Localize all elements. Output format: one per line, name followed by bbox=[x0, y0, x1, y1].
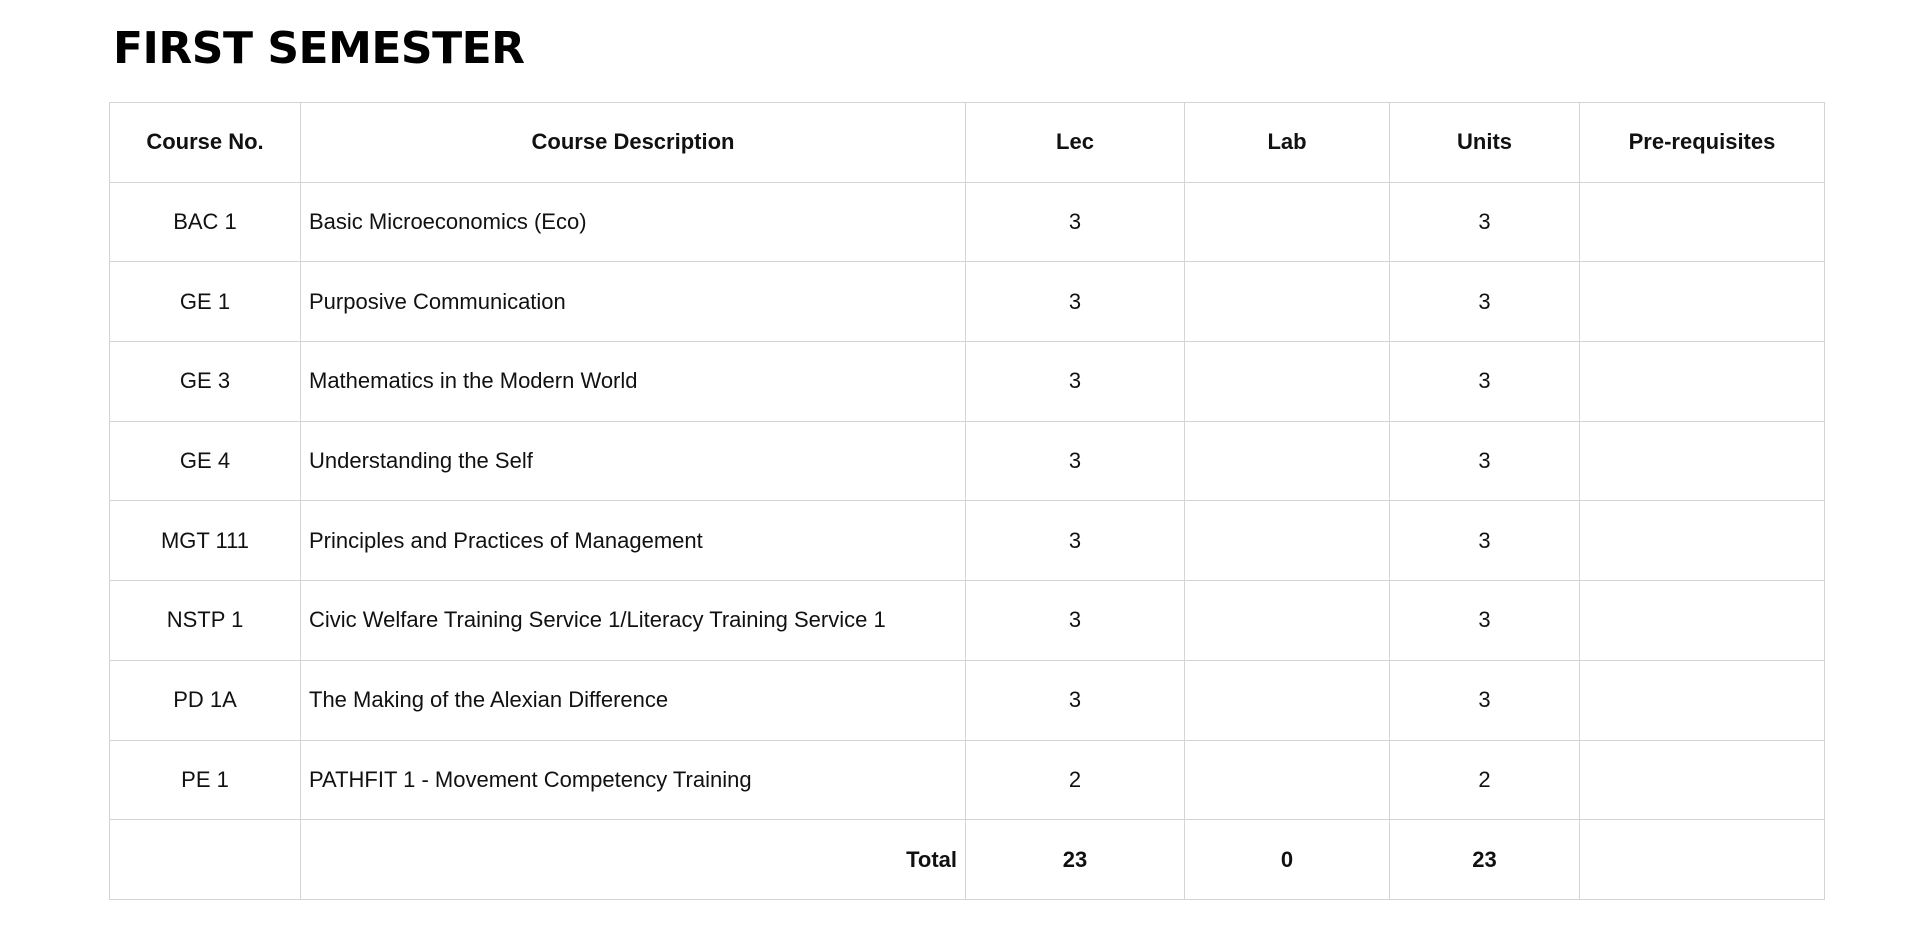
units-cell: 3 bbox=[1389, 181, 1580, 263]
units-cell: 3 bbox=[1389, 261, 1580, 343]
units-cell: 3 bbox=[1389, 420, 1580, 502]
lab-cell bbox=[1184, 341, 1390, 422]
table-row: BAC 1 Basic Microeconomics (Eco) 3 3 bbox=[109, 181, 1825, 263]
lec-cell: 3 bbox=[965, 580, 1185, 661]
course-no-cell: NSTP 1 bbox=[109, 580, 301, 661]
column-header-prerequisites: Pre-requisites bbox=[1579, 102, 1825, 183]
prerequisites-cell bbox=[1579, 500, 1825, 582]
course-no-cell: BAC 1 bbox=[109, 181, 301, 263]
prerequisites-cell bbox=[1579, 181, 1825, 263]
table-row: PD 1A The Making of the Alexian Differen… bbox=[109, 659, 1825, 741]
lec-cell: 3 bbox=[965, 659, 1185, 741]
lab-cell bbox=[1184, 420, 1390, 502]
course-no-cell: GE 3 bbox=[109, 341, 301, 422]
lec-cell: 3 bbox=[965, 181, 1185, 263]
course-description-cell: Mathematics in the Modern World bbox=[300, 341, 966, 422]
lec-cell: 3 bbox=[965, 261, 1185, 343]
column-header-lab: Lab bbox=[1184, 102, 1390, 183]
units-cell: 3 bbox=[1389, 500, 1580, 582]
table-header-row: Course No. Course Description Lec Lab Un… bbox=[109, 102, 1825, 183]
lab-cell bbox=[1184, 580, 1390, 661]
course-no-cell: GE 4 bbox=[109, 420, 301, 502]
table-row: NSTP 1 Civic Welfare Training Service 1/… bbox=[109, 580, 1825, 661]
total-label: Total bbox=[300, 819, 966, 900]
course-description-cell: Principles and Practices of Management bbox=[300, 500, 966, 582]
lec-cell: 3 bbox=[965, 420, 1185, 502]
course-description-cell: Basic Microeconomics (Eco) bbox=[300, 181, 966, 263]
course-description-cell: The Making of the Alexian Difference bbox=[300, 659, 966, 741]
table-row: MGT 111 Principles and Practices of Mana… bbox=[109, 500, 1825, 582]
units-cell: 2 bbox=[1389, 739, 1580, 821]
course-description-cell: Understanding the Self bbox=[300, 420, 966, 502]
lab-cell bbox=[1184, 500, 1390, 582]
table-row: PE 1 PATHFIT 1 - Movement Competency Tra… bbox=[109, 739, 1825, 821]
total-prerequisites-cell bbox=[1579, 819, 1825, 900]
prerequisites-cell bbox=[1579, 261, 1825, 343]
lab-cell bbox=[1184, 659, 1390, 741]
prerequisites-cell bbox=[1579, 659, 1825, 741]
lec-cell: 3 bbox=[965, 341, 1185, 422]
units-cell: 3 bbox=[1389, 659, 1580, 741]
prerequisites-cell bbox=[1579, 580, 1825, 661]
prerequisites-cell bbox=[1579, 341, 1825, 422]
total-lec: 23 bbox=[965, 819, 1185, 900]
prerequisites-cell bbox=[1579, 420, 1825, 502]
course-description-cell: Purposive Communication bbox=[300, 261, 966, 343]
course-description-cell: PATHFIT 1 - Movement Competency Training bbox=[300, 739, 966, 821]
total-empty-cell bbox=[109, 819, 301, 900]
lab-cell bbox=[1184, 739, 1390, 821]
total-row: Total 23 0 23 bbox=[109, 819, 1825, 900]
lab-cell bbox=[1184, 261, 1390, 343]
course-no-cell: PD 1A bbox=[109, 659, 301, 741]
course-table: Course No. Course Description Lec Lab Un… bbox=[109, 102, 1825, 900]
total-units: 23 bbox=[1389, 819, 1580, 900]
page-title: FIRST SEMESTER bbox=[113, 23, 525, 74]
units-cell: 3 bbox=[1389, 580, 1580, 661]
course-no-cell: PE 1 bbox=[109, 739, 301, 821]
column-header-lec: Lec bbox=[965, 102, 1185, 183]
prerequisites-cell bbox=[1579, 739, 1825, 821]
course-no-cell: GE 1 bbox=[109, 261, 301, 343]
course-no-cell: MGT 111 bbox=[109, 500, 301, 582]
lec-cell: 3 bbox=[965, 500, 1185, 582]
column-header-units: Units bbox=[1389, 102, 1580, 183]
lab-cell bbox=[1184, 181, 1390, 263]
table-row: GE 3 Mathematics in the Modern World 3 3 bbox=[109, 341, 1825, 422]
total-lab: 0 bbox=[1184, 819, 1390, 900]
table-row: GE 1 Purposive Communication 3 3 bbox=[109, 261, 1825, 343]
lec-cell: 2 bbox=[965, 739, 1185, 821]
column-header-course-no: Course No. bbox=[109, 102, 301, 183]
column-header-course-description: Course Description bbox=[300, 102, 966, 183]
course-description-cell: Civic Welfare Training Service 1/Literac… bbox=[300, 580, 966, 661]
table-row: GE 4 Understanding the Self 3 3 bbox=[109, 420, 1825, 502]
units-cell: 3 bbox=[1389, 341, 1580, 422]
